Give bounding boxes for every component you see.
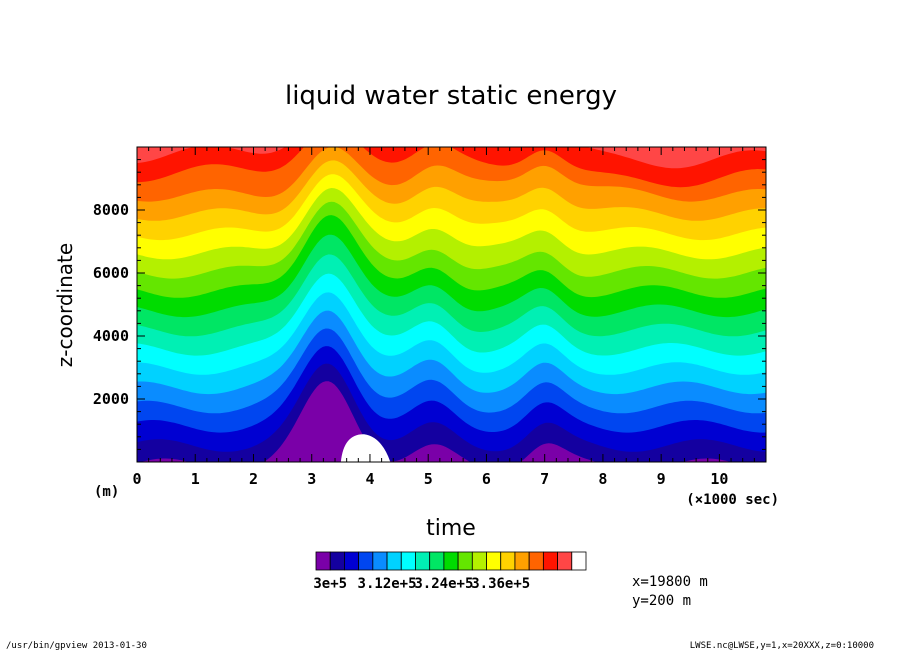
- x-tick-label: 7: [540, 470, 549, 488]
- y-tick-label: 6000: [93, 264, 129, 282]
- x-axis: 0 1 2 3 4 5 6 7 8 9 10: [132, 147, 767, 488]
- footer-program-date: /usr/bin/gpview 2013-01-30: [6, 641, 147, 651]
- colorbar-swatch: [514, 551, 530, 571]
- x-tick-label: 10: [710, 470, 728, 488]
- colorbar-swatch: [443, 551, 459, 571]
- x-tick-label: 5: [424, 470, 433, 488]
- colorbar-swatch: [415, 551, 431, 571]
- colorbar-swatch: [344, 551, 360, 571]
- colorbar-swatch: [557, 551, 573, 571]
- x-unit-label: (×1000 sec): [686, 492, 779, 508]
- x-tick-label: 3: [307, 470, 316, 488]
- footer-source: LWSE.nc@LWSE,y=1,x=20XXX,z=0:10000: [689, 641, 874, 651]
- colorbar-label: 3e+5: [313, 576, 347, 592]
- x-tick-label: 9: [657, 470, 666, 488]
- colorbar-swatch: [486, 551, 502, 571]
- colorbar-swatch: [372, 551, 388, 571]
- heatmap-bands: [137, 147, 766, 462]
- colorbar: [315, 551, 587, 571]
- heatmap-band: [137, 147, 766, 188]
- x-tick-label: 8: [598, 470, 607, 488]
- y-tick-label: 2000: [93, 390, 129, 408]
- x-tick-label: 6: [482, 470, 491, 488]
- colorbar-swatch: [528, 551, 544, 571]
- colorbar-swatch: [329, 551, 345, 571]
- x-axis-label: time: [426, 516, 476, 541]
- colorbar-swatch: [358, 551, 374, 571]
- x-tick-label: 1: [191, 470, 200, 488]
- info-y-position: y=200 m: [632, 593, 692, 609]
- y-tick-label: 8000: [93, 201, 129, 219]
- colorbar-label: 3.12e+5: [358, 576, 417, 592]
- y-tick-label: 4000: [93, 327, 129, 345]
- y-unit-label: (m): [94, 484, 119, 500]
- y-axis-label: z-coordinate: [53, 243, 77, 367]
- x-tick-label: 0: [132, 470, 141, 488]
- x-tick-label: 2: [249, 470, 258, 488]
- heatmap-band: [137, 147, 766, 169]
- colorbar-swatch: [542, 551, 558, 571]
- heatmap-core: [340, 434, 391, 462]
- info-x-position: x=19800 m: [632, 574, 708, 590]
- colorbar-swatch: [457, 551, 473, 571]
- colorbar-swatch: [400, 551, 416, 571]
- x-tick-label: 4: [365, 470, 374, 488]
- colorbar-swatch: [571, 551, 587, 571]
- colorbar-label: 3.36e+5: [471, 576, 530, 592]
- colorbar-swatch: [386, 551, 402, 571]
- y-axis: 2000 4000 6000 8000: [93, 146, 766, 463]
- colorbar-swatch: [429, 551, 445, 571]
- colorbar-swatch: [500, 551, 516, 571]
- colorbar-labels: 3e+5 3.12e+53.24e+53.36e+5: [313, 576, 530, 592]
- colorbar-label: 3.24e+5: [414, 576, 473, 592]
- colorbar-swatch: [315, 551, 331, 571]
- colorbar-swatch: [471, 551, 487, 571]
- chart-title: liquid water static energy: [285, 81, 617, 111]
